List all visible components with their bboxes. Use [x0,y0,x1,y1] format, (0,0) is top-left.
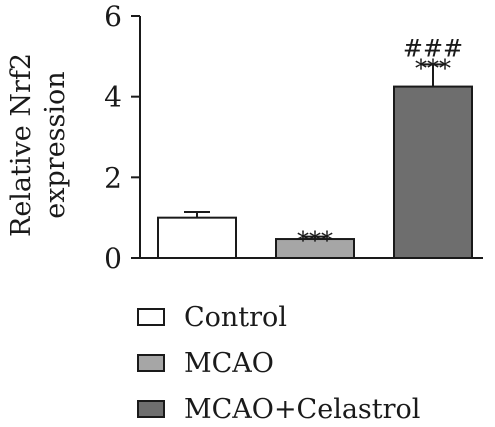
y-axis-label-line1: Relative Nrf2 [6,53,37,237]
legend-swatch [137,308,165,326]
bar-mcao-celastrol [393,85,473,260]
y-tick-label: 2 [104,161,122,194]
significance-marker: ### [403,34,463,62]
y-tick-label: 4 [104,81,122,114]
bar-mcao [275,238,355,260]
significance-marker: *** [297,227,333,255]
legend-label: MCAO [184,348,274,379]
y-axis-label-line2: expression [40,71,71,218]
legend-swatch [137,354,165,372]
significance-marker: *** [415,54,451,82]
legend-label: MCAO+Celastrol [184,394,420,425]
y-tick-label: 0 [104,242,122,275]
bar-control [157,216,237,260]
y-tick-label: 6 [104,0,122,33]
legend-swatch [137,400,165,418]
legend-label: Control [184,302,287,333]
